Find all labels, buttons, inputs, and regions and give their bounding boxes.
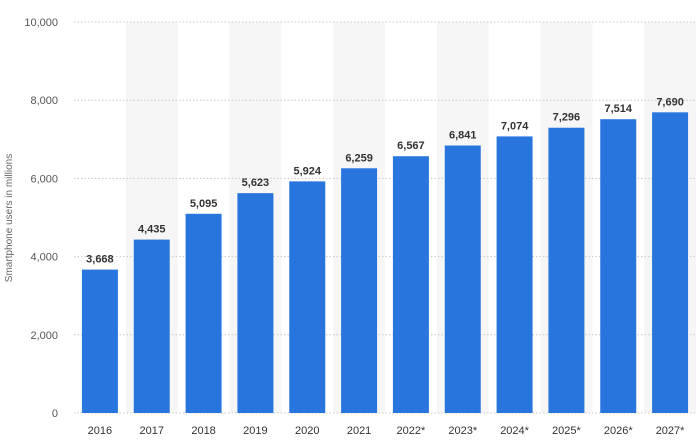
bar [548, 127, 585, 413]
bar-value-label: 7,296 [553, 112, 581, 124]
bar [652, 112, 689, 414]
x-tick-label: 2027* [656, 425, 685, 437]
x-tick-label: 2023* [448, 425, 477, 437]
bar [81, 269, 118, 413]
y-tick-label: 4,000 [30, 252, 58, 264]
bar [237, 193, 274, 413]
y-tick-label: 2,000 [30, 330, 58, 342]
bar-value-label: 3,668 [86, 254, 114, 266]
y-tick-label: 0 [52, 408, 58, 420]
bar [341, 168, 378, 413]
bar-value-label: 6,567 [397, 140, 425, 152]
bar-value-label: 7,074 [501, 120, 529, 132]
x-tick-label: 2021 [347, 425, 371, 437]
x-tick-label: 2018 [191, 425, 215, 437]
bar-value-label: 4,435 [138, 224, 166, 236]
y-gridlines [74, 21, 696, 414]
y-axis-title: Smartphone users in millions [4, 154, 15, 282]
bar-value-label: 7,690 [656, 96, 684, 108]
x-tick-label: 2025* [552, 425, 581, 437]
bar-value-label: 6,259 [345, 152, 373, 164]
bar-value-labels: 3,668 4,435 5,095 5,623 5,924 6,259 6,567 6,841… [86, 96, 684, 265]
bar [133, 239, 170, 413]
x-axis-tick-labels: 2016 2017 2018 2019 2020 2021 2022* 2023* 2024* 2… [88, 425, 685, 437]
bar-value-label: 5,095 [190, 198, 218, 210]
x-tick-label: 2026* [604, 425, 633, 437]
bar [600, 119, 637, 413]
bar [444, 145, 481, 413]
bar-value-label: 5,623 [242, 177, 270, 189]
x-tick-label: 2024* [500, 425, 529, 437]
bar-value-label: 5,924 [293, 165, 321, 177]
bar [496, 136, 533, 413]
x-tick-label: 2016 [88, 425, 112, 437]
y-tick-label: 6,000 [30, 173, 58, 185]
bar [289, 181, 326, 413]
bars [81, 112, 689, 414]
y-axis-tick-labels: 0 2,000 4,000 6,000 8,000 10,000 [24, 17, 58, 420]
bar-value-label: 7,514 [604, 103, 632, 115]
x-tick-label: 2017 [140, 425, 164, 437]
y-tick-label: 8,000 [30, 95, 58, 107]
bar [185, 213, 222, 413]
y-tick-label: 10,000 [24, 17, 58, 29]
bar-value-label: 6,841 [449, 130, 477, 142]
x-tick-label: 2019 [243, 425, 267, 437]
x-tick-label: 2022* [397, 425, 426, 437]
bar [392, 156, 429, 414]
x-tick-label: 2020 [295, 425, 319, 437]
